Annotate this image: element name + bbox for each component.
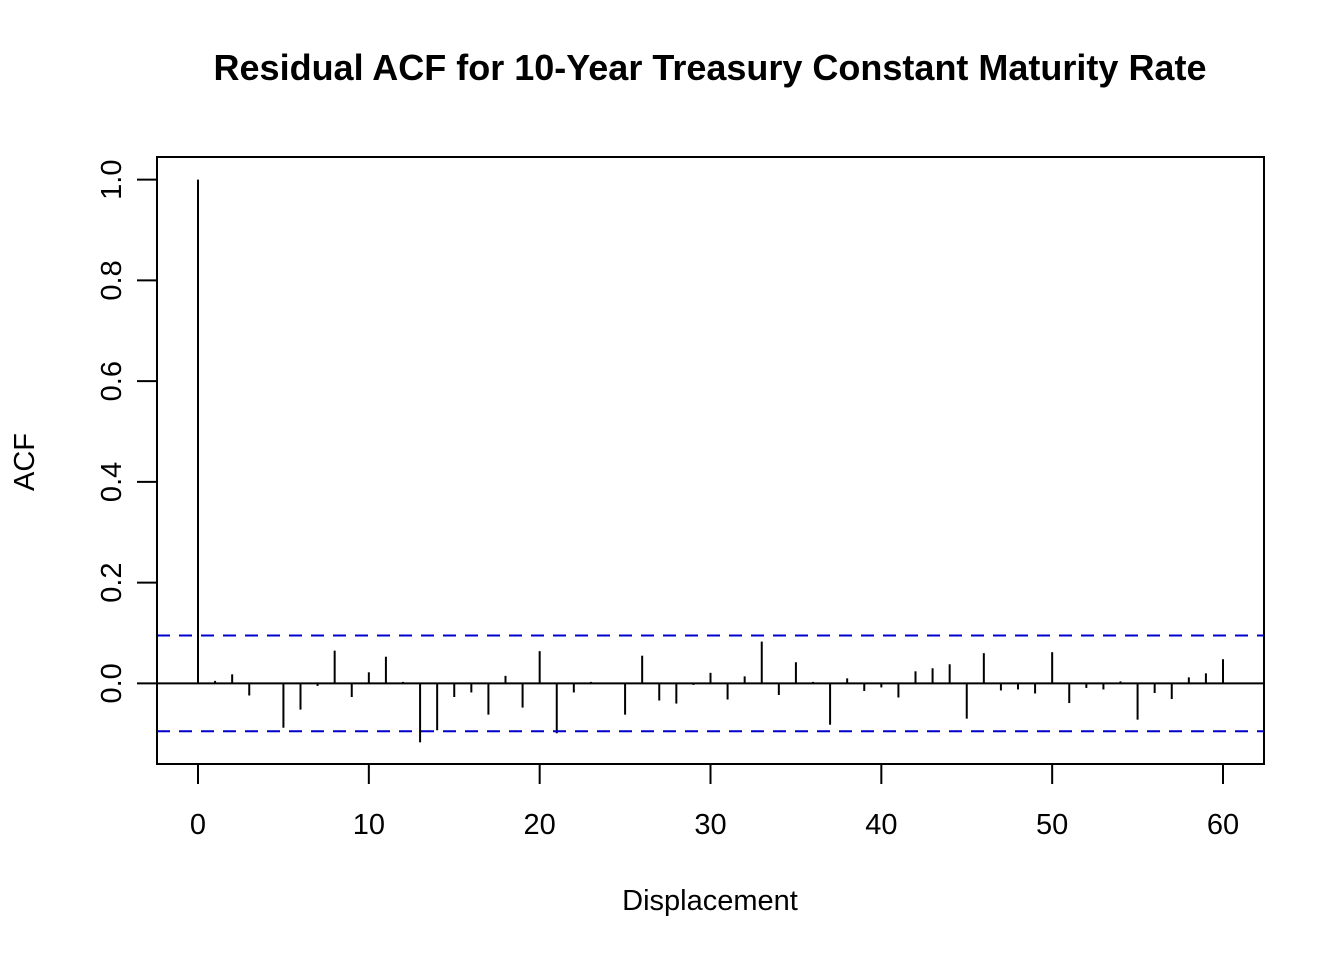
chart-title: Residual ACF for 10-Year Treasury Consta… (214, 47, 1207, 88)
y-tick-label-0: 0.0 (96, 663, 128, 703)
x-axis-label: Displacement (622, 885, 798, 917)
y-axis-label: ACF (9, 433, 41, 491)
x-tick-label-60: 60 (1207, 809, 1239, 841)
x-tick-label-30: 30 (694, 809, 726, 841)
x-tick-label-50: 50 (1036, 809, 1068, 841)
x-tick-label-10: 10 (353, 809, 385, 841)
y-tick-label-1: 0.2 (96, 562, 128, 602)
x-axis: 0 10 20 30 40 50 60 (190, 763, 1239, 841)
y-axis: 0.0 0.2 0.4 0.6 0.8 1.0 (96, 160, 158, 704)
x-tick-label-20: 20 (524, 809, 556, 841)
y-tick-label-5: 1.0 (96, 160, 128, 200)
y-tick-label-4: 0.8 (96, 260, 128, 300)
reference-lines (157, 634, 1264, 733)
bars-layer (197, 179, 1224, 743)
x-tick-label-0: 0 (190, 809, 206, 841)
x-tick-label-40: 40 (865, 809, 897, 841)
y-tick-label-2: 0.4 (96, 462, 128, 502)
y-tick-label-3: 0.6 (96, 361, 128, 401)
